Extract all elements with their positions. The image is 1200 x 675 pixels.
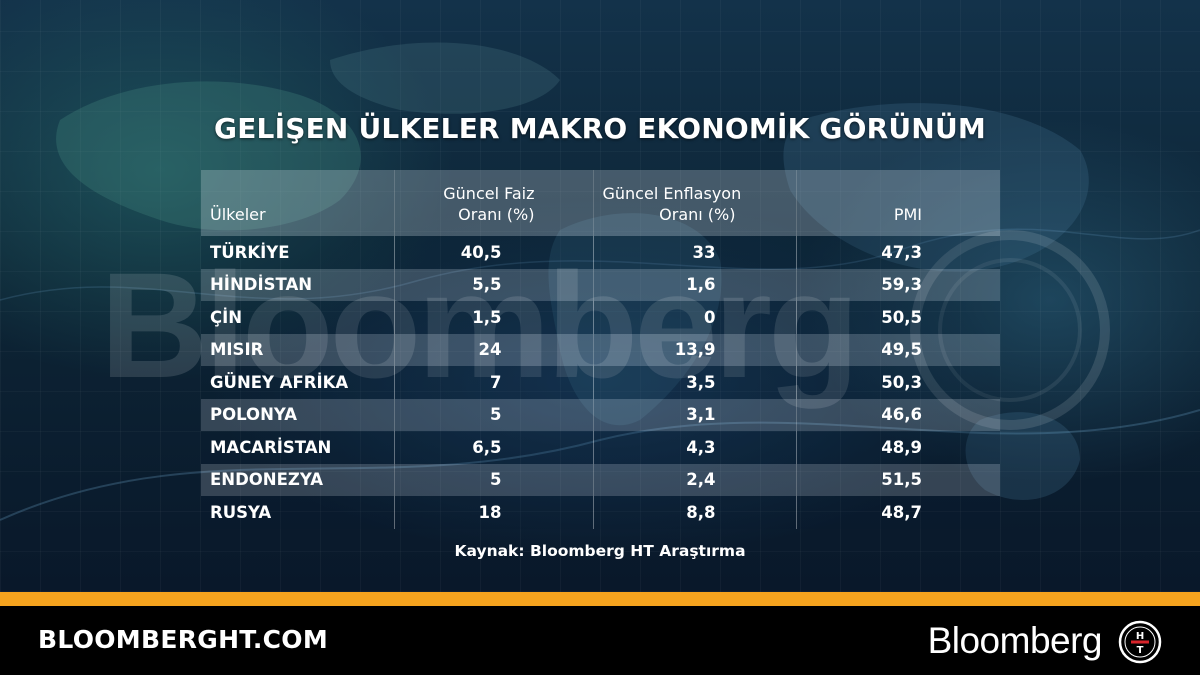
header-inflation: Güncel Enflasyon Oranı (%) <box>592 170 796 236</box>
header-rate-line2: Oranı (%) <box>458 205 535 224</box>
cell-rate: 5 <box>393 463 593 496</box>
site-url[interactable]: BLOOMBERGHT.COM <box>38 625 329 654</box>
table-row: POLONYA 5 3,1 46,6 <box>201 398 1000 431</box>
cell-pmi: 47,3 <box>795 236 1000 269</box>
cell-pmi: 48,9 <box>795 431 1000 464</box>
header-pmi-label: PMI <box>893 205 922 224</box>
source-note: Kaynak: Bloomberg HT Araştırma <box>454 542 746 560</box>
footer: BLOOMBERGHT.COM Bloomberg H T <box>0 606 1200 675</box>
table-row: MACARİSTAN 6,5 4,3 48,9 <box>201 431 1000 464</box>
ht-logo-h: H <box>1136 631 1144 642</box>
cell-rate: 6,5 <box>393 431 593 464</box>
header-country: Ülkeler <box>201 170 394 236</box>
cell-country: GÜNEY AFRİKA <box>210 372 349 392</box>
cell-pmi: 49,5 <box>795 333 1000 366</box>
header-rate-line1: Güncel Faiz <box>443 184 535 203</box>
cell-inflation: 2,4 <box>592 463 796 496</box>
cell-rate: 5 <box>393 398 593 431</box>
header-inflation-line1: Güncel Enflasyon <box>602 184 742 203</box>
cell-rate: 24 <box>393 333 593 366</box>
cell-pmi: 46,6 <box>795 398 1000 431</box>
cell-inflation: 0 <box>592 301 796 334</box>
cell-inflation: 33 <box>592 236 796 269</box>
cell-pmi: 59,3 <box>795 268 1000 301</box>
macro-table: Ülkeler Güncel Faiz Oranı (%) Güncel Enf… <box>201 170 1000 529</box>
cell-rate: 5,5 <box>393 268 593 301</box>
table-row: GÜNEY AFRİKA 7 3,5 50,3 <box>201 366 1000 399</box>
table-header-row: Ülkeler Güncel Faiz Oranı (%) Güncel Enf… <box>201 170 1000 236</box>
ht-logo-t: T <box>1137 645 1144 656</box>
cell-rate: 40,5 <box>393 236 593 269</box>
header-inflation-line2: Oranı (%) <box>659 205 736 224</box>
cell-inflation: 4,3 <box>592 431 796 464</box>
cell-pmi: 51,5 <box>795 463 1000 496</box>
table-row: HİNDİSTAN 5,5 1,6 59,3 <box>201 268 1000 301</box>
table-row: ÇİN 1,5 0 50,5 <box>201 301 1000 334</box>
table-row: RUSYA 18 8,8 48,7 <box>201 496 1000 529</box>
cell-country: ENDONEZYA <box>210 470 323 490</box>
cell-country: ÇİN <box>210 307 243 327</box>
header-rate: Güncel Faiz Oranı (%) <box>393 170 593 236</box>
accent-bar <box>0 592 1200 606</box>
cell-inflation: 3,5 <box>592 366 796 399</box>
header-country-label: Ülkeler <box>210 205 266 224</box>
chart-title: GELİŞEN ÜLKELER MAKRO EKONOMİK GÖRÜNÜM <box>214 112 986 145</box>
cell-inflation: 1,6 <box>592 268 796 301</box>
cell-rate: 1,5 <box>393 301 593 334</box>
brand-wordmark: Bloomberg <box>927 620 1103 661</box>
ht-logo-icon: H T <box>1118 620 1162 664</box>
table-row: TÜRKİYE 40,5 33 47,3 <box>201 236 1000 269</box>
table-row: MISIR 24 13,9 49,5 <box>201 333 1000 366</box>
cell-inflation: 3,1 <box>592 398 796 431</box>
cell-pmi: 48,7 <box>795 496 1000 529</box>
cell-country: TÜRKİYE <box>210 242 290 262</box>
cell-pmi: 50,3 <box>795 366 1000 399</box>
cell-rate: 7 <box>393 366 593 399</box>
cell-rate: 18 <box>393 496 593 529</box>
cell-country: MACARİSTAN <box>210 437 332 457</box>
cell-country: RUSYA <box>210 502 272 522</box>
cell-inflation: 8,8 <box>592 496 796 529</box>
cell-country: POLONYA <box>210 405 298 425</box>
cell-country: HİNDİSTAN <box>210 275 313 295</box>
cell-inflation: 13,9 <box>592 333 796 366</box>
cell-pmi: 50,5 <box>795 301 1000 334</box>
header-pmi: PMI <box>795 170 1000 236</box>
cell-country: MISIR <box>210 340 264 360</box>
table-row: ENDONEZYA 5 2,4 51,5 <box>201 463 1000 496</box>
